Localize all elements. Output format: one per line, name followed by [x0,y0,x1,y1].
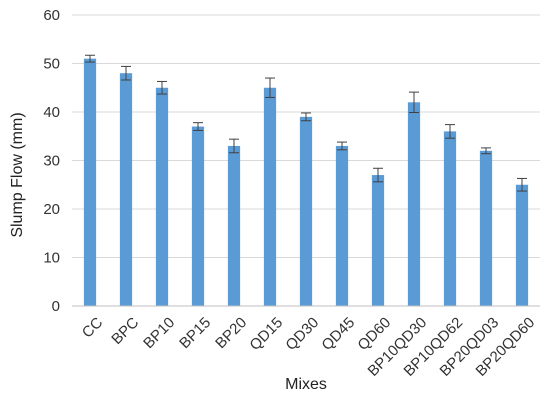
bar-bp15 [191,126,205,306]
error-bar-bp15 [193,122,203,131]
x-tick-label: QD30 [282,314,322,354]
y-axis-label: Slump Flow (mm) [9,112,26,237]
bar-bp20 [227,145,241,306]
error-bar-qd60 [373,167,383,183]
error-bar-qd15 [265,77,275,98]
y-tick-label: 20 [43,201,60,218]
x-tick-label: QD15 [246,314,286,354]
bar-bp10qd62 [443,131,457,306]
bar-bp20qd03 [479,150,493,306]
bar-bp20qd60 [515,184,529,306]
error-bar-qd45 [337,141,347,151]
bar-qd15 [263,87,277,306]
error-bar-bp10qd62 [445,124,455,139]
error-bar-bp10qd30 [409,91,419,113]
y-tick-label: 40 [43,104,60,121]
bar-bp10 [155,87,169,306]
error-bars-group [85,54,527,192]
error-bar-bp20 [229,138,239,154]
x-tick-label: QD45 [318,314,358,354]
bar-qd30 [299,116,313,306]
bar-qd45 [335,145,349,306]
y-tick-label: 60 [43,7,60,24]
bar-bpc [119,73,133,306]
y-tick-label: 50 [43,56,60,73]
bar-cc [83,58,97,307]
x-tick-label: CC [79,314,106,341]
error-bar-bp20qd60 [517,177,527,192]
error-bar-bp10 [157,80,167,95]
bar-bp10qd30 [407,102,421,306]
error-bar-cc [85,54,95,63]
error-bar-bpc [121,65,131,81]
y-tick-labels: 0 10 20 30 40 50 60 [43,7,60,315]
x-tick-label: BP20 [212,314,250,352]
y-tick-label: 10 [43,250,60,267]
y-tick-label: 0 [52,298,60,315]
bars-group [83,58,529,307]
y-tick-label: 30 [43,153,60,170]
bar-qd60 [371,175,385,306]
error-bar-bp20qd03 [481,147,491,155]
x-tick-labels: CC BPCBP10BP15BP20QD15QD30QD45QD60BP10QD3… [79,314,538,380]
x-tick-label: BP10 [140,314,178,352]
x-tick-label: BP15 [176,314,214,352]
error-bar-qd30 [301,112,311,122]
x-tick-label: BPC [108,314,142,348]
x-axis-label: Mixes [285,376,327,393]
